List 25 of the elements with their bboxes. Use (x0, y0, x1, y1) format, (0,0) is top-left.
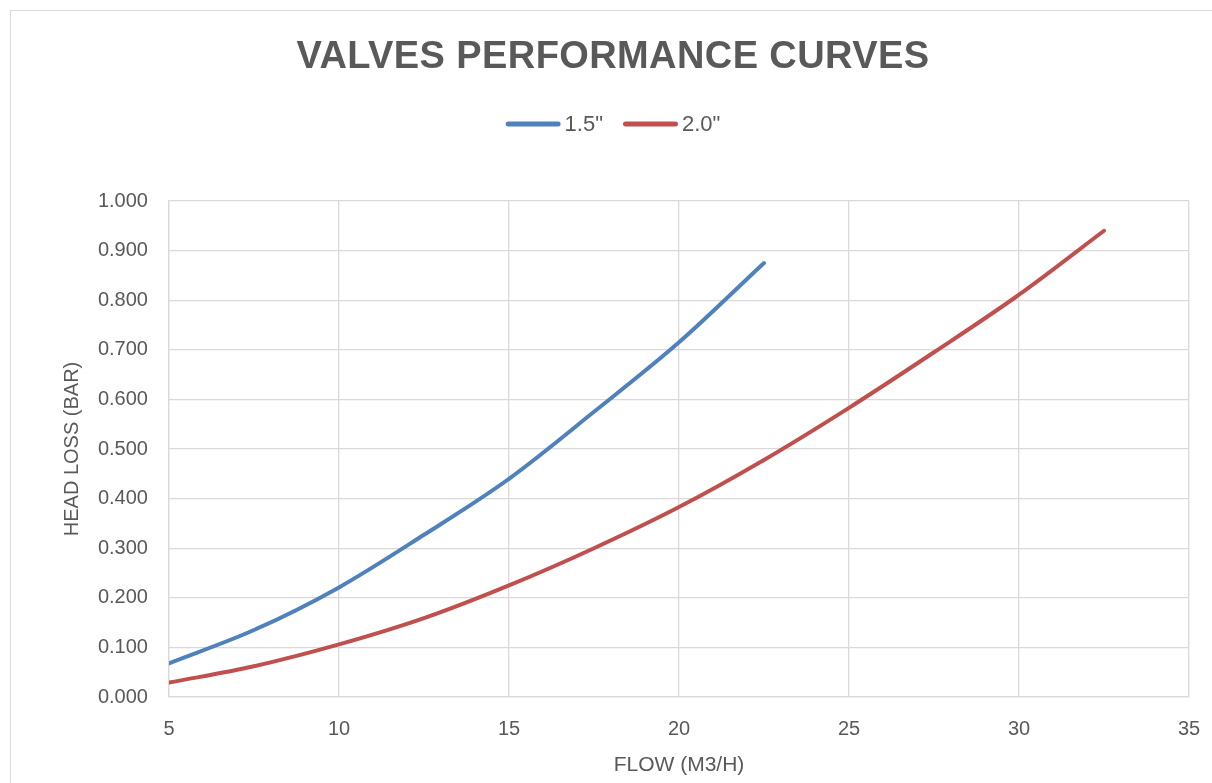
y-tick-label: 0.400 (97, 486, 148, 509)
x-tick-label: 15 (497, 716, 521, 739)
x-tick-label: 20 (667, 716, 691, 739)
y-axis-title: HEAD LOSS (BAR) (59, 361, 82, 537)
y-tick-label: 0.800 (97, 287, 148, 310)
line-series (169, 261, 766, 666)
y-tick-label: 0.700 (97, 337, 148, 360)
y-tick-label: 0.000 (97, 684, 148, 707)
y-tick-label: 0.300 (97, 535, 148, 558)
y-tick-label: 0.900 (97, 238, 148, 261)
x-tick-label: 10 (327, 716, 351, 739)
x-tick-label: 35 (1177, 716, 1201, 739)
x-tick-label: 5 (163, 716, 175, 739)
x-axis-title: FLOW (M3/H) (613, 752, 745, 776)
y-tick-label: 0.100 (97, 634, 148, 657)
x-tick-label: 25 (837, 716, 861, 739)
y-tick-label: 0.200 (97, 585, 148, 608)
y-tick-label: 0.500 (97, 436, 148, 459)
line-series (169, 228, 1106, 685)
legend-label: 2.0" (682, 111, 721, 137)
y-tick-label: 1.000 (97, 188, 148, 211)
x-tick-label: 30 (1007, 716, 1031, 739)
legend-label: 1.5" (564, 111, 604, 137)
y-tick-label: 0.600 (97, 386, 148, 409)
chart-title: VALVES PERFORMANCE CURVES (296, 34, 930, 77)
